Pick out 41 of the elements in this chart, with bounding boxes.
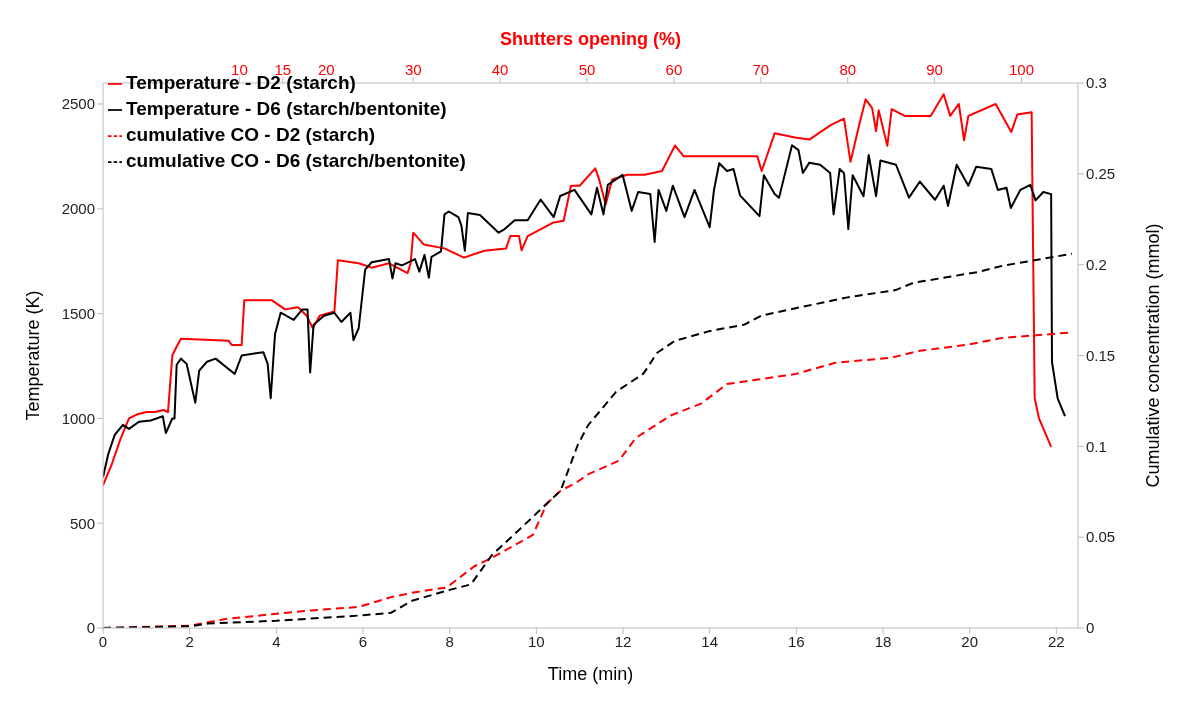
x2-tick-label: 30 <box>404 61 422 78</box>
y2-tick-label: 0.3 <box>1086 74 1107 92</box>
x-tick-label: 14 <box>701 632 719 650</box>
x-tick-label: 20 <box>961 632 979 650</box>
x-tick-label: 10 <box>527 632 545 650</box>
y2-tick-label: 0.05 <box>1086 528 1116 546</box>
x-tick-label: 18 <box>874 632 892 650</box>
x-tick-label: 8 <box>445 632 454 650</box>
legend-label: cumulative CO - D6 (starch/bentonite) <box>126 150 466 171</box>
y2-tick-label: 0.2 <box>1086 255 1107 273</box>
y-tick-label: 1000 <box>61 409 95 427</box>
x-tick-label: 6 <box>358 632 368 650</box>
y2-tick-label: 0 <box>1086 619 1095 637</box>
x-tick-label: 16 <box>787 632 805 650</box>
y2-tick-label: 0.1 <box>1086 437 1107 455</box>
x-tick-label: 12 <box>614 632 632 650</box>
y-tick-label: 1500 <box>61 304 95 322</box>
x-tick-label: 22 <box>1047 632 1065 650</box>
x-tick-label: 0 <box>98 632 108 650</box>
x2-axis-title: Shutters opening (%) <box>500 28 681 49</box>
legend-label: cumulative CO - D2 (starch) <box>126 124 376 145</box>
x2-tick-label: 50 <box>578 61 596 78</box>
x2-tick-label: 80 <box>839 61 857 78</box>
x2-tick-label: 60 <box>665 61 683 78</box>
y-tick-label: 500 <box>69 514 95 532</box>
y-axis-title: Temperature (K) <box>23 290 44 421</box>
x-axis-title: Time (min) <box>547 664 634 684</box>
x2-tick-label: 90 <box>926 61 943 78</box>
x2-tick-label: 40 <box>491 61 509 78</box>
x-tick-label: 4 <box>272 632 281 650</box>
y2-tick-label: 0.25 <box>1086 165 1116 183</box>
x2-tick-label: 70 <box>752 61 770 78</box>
y-tick-label: 0 <box>86 619 95 637</box>
x-tick-label: 2 <box>185 632 194 650</box>
x2-tick-label: 100 <box>1009 61 1035 78</box>
x2-tick-label: 20 <box>317 61 335 78</box>
y2-tick-label: 0.15 <box>1086 346 1116 364</box>
y-tick-label: 2500 <box>61 95 95 113</box>
legend-label: Temperature - D6 (starch/bentonite) <box>126 98 447 119</box>
y2-axis-title: Cumulative concentration (mmol) <box>1143 223 1164 488</box>
y-tick-label: 2000 <box>61 200 95 218</box>
